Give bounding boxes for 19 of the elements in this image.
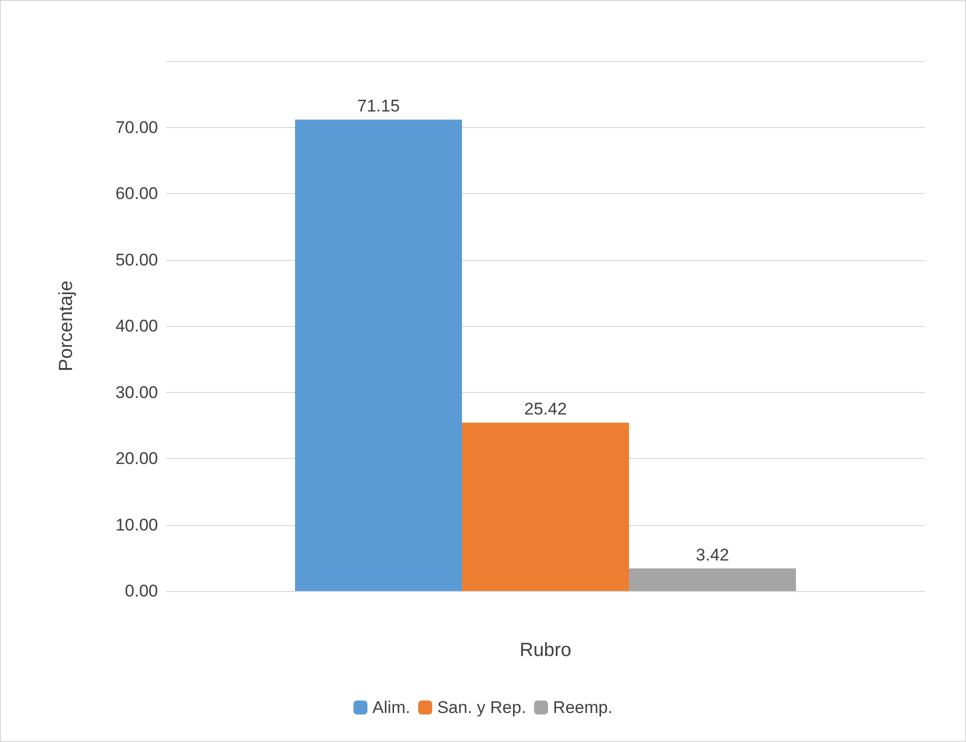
bar xyxy=(295,120,462,591)
y-tick-label: 70.00 xyxy=(115,118,158,137)
y-tick-label: 30.00 xyxy=(115,382,158,402)
data-label: 3.42 xyxy=(696,545,730,564)
y-tick-label: 60.00 xyxy=(115,184,158,203)
y-axis-title: Porcentaje xyxy=(56,280,77,372)
x-axis-title: Rubro xyxy=(520,640,572,661)
data-label: 25.42 xyxy=(524,400,567,419)
y-tick-label: 20.00 xyxy=(115,449,158,468)
legend-label: Reemp. xyxy=(553,698,613,717)
bar xyxy=(628,568,796,591)
y-tick-label: 50.00 xyxy=(115,250,158,270)
y-tick-label: 0.00 xyxy=(124,582,158,600)
data-label: 71.15 xyxy=(357,96,400,116)
legend-label: Alim. xyxy=(372,698,410,717)
y-tick-label: 40.00 xyxy=(115,316,158,336)
y-tick-label: 10.00 xyxy=(115,515,158,534)
bar xyxy=(462,422,629,591)
legend-label: San. y Rep. xyxy=(437,698,526,717)
